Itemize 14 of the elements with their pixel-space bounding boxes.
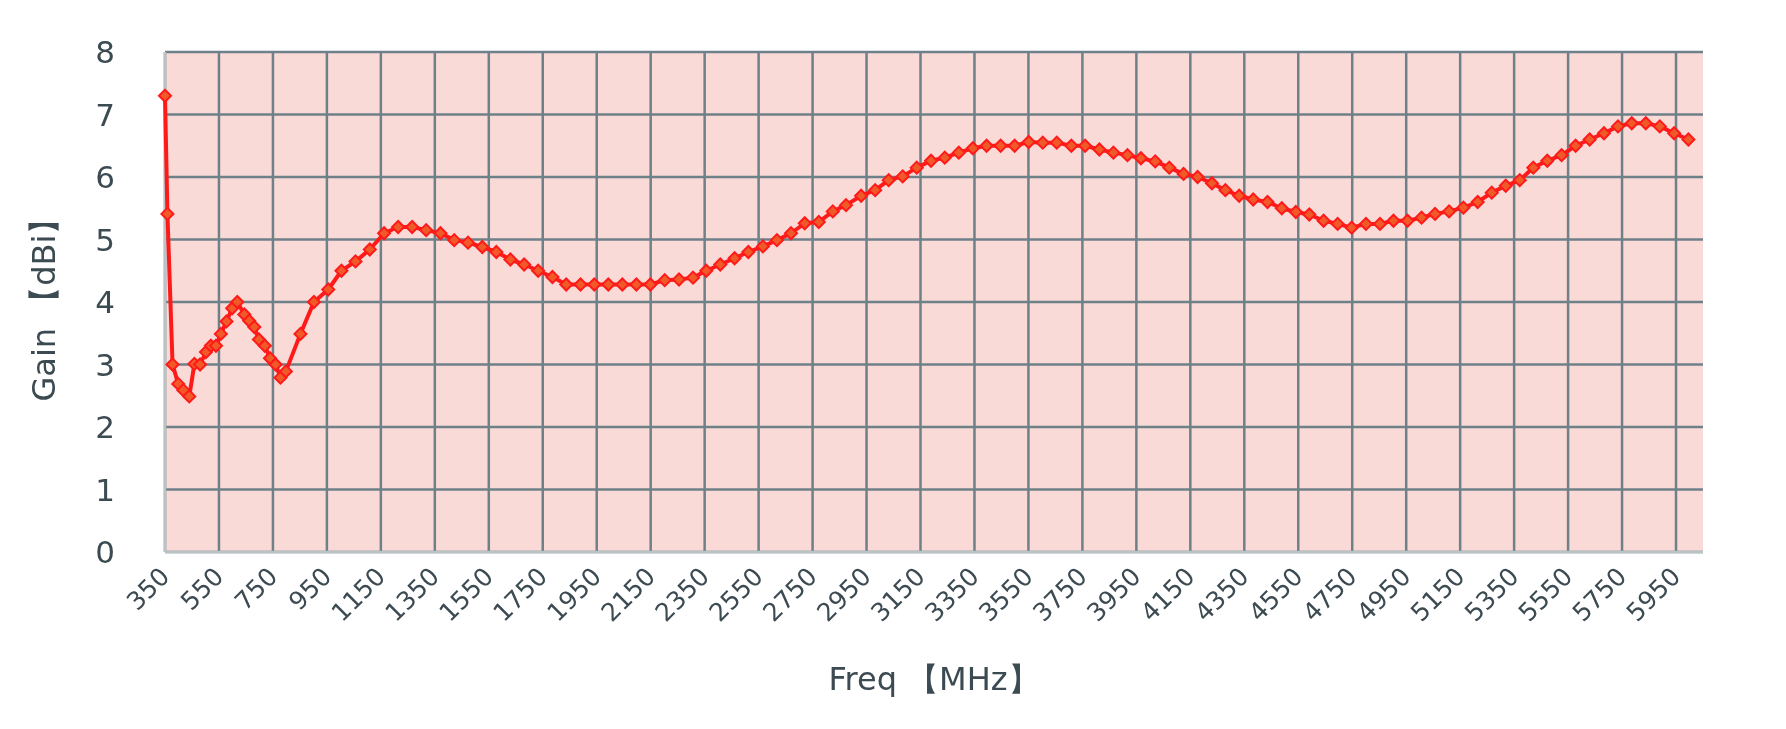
y-tick-label: 4 — [95, 284, 115, 320]
x-tick-label: 550 — [174, 561, 230, 616]
y-tick-label: 5 — [95, 221, 115, 258]
y-tick-label: 0 — [95, 534, 115, 570]
y-tick-label: 1 — [95, 471, 115, 508]
y-tick-label: 7 — [95, 96, 115, 133]
y-tick-label: 8 — [95, 34, 115, 70]
x-axis-title: Freq 【MHz】 — [828, 660, 1040, 698]
y-axis-title: Gain 【dBi】 — [25, 202, 63, 402]
x-tick-label: 350 — [121, 561, 176, 616]
x-tick-label: 750 — [228, 561, 284, 616]
y-tick-label: 6 — [95, 159, 115, 195]
y-tick-label: 3 — [95, 346, 115, 383]
y-tick-label: 2 — [95, 409, 115, 445]
